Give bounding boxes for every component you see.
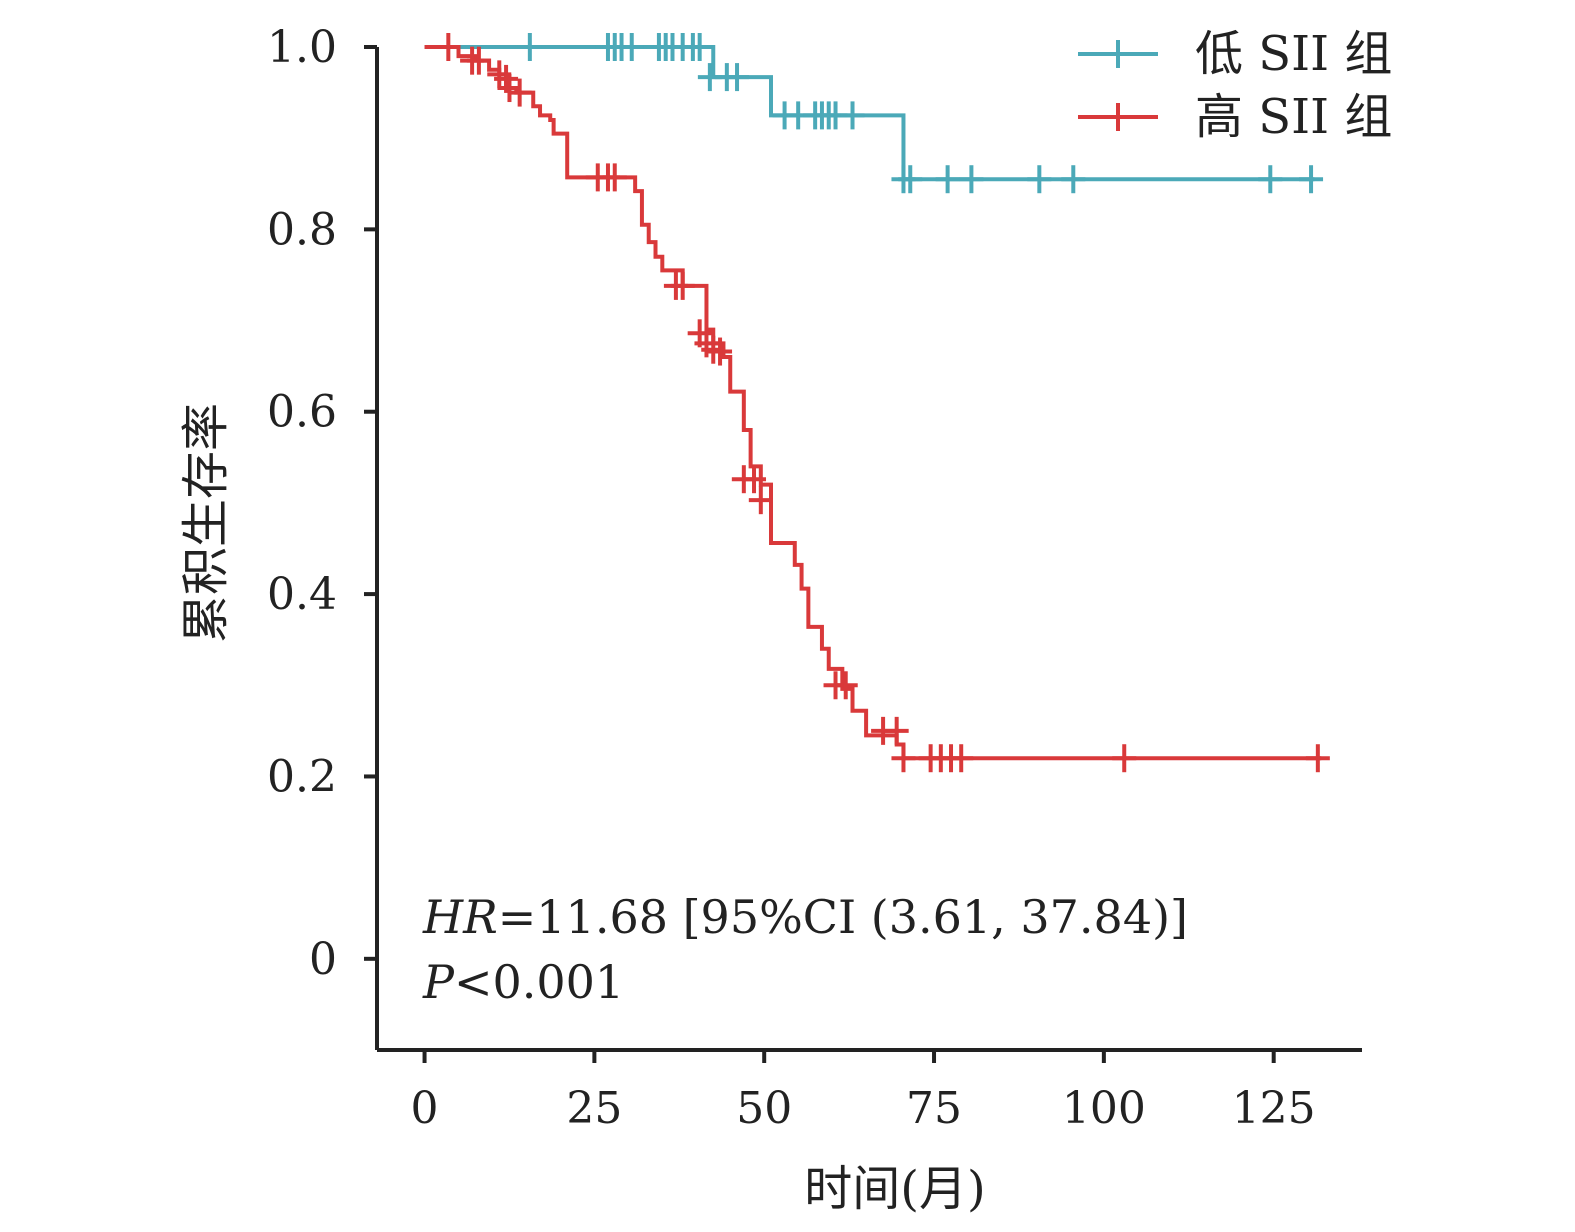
x-tick-label: 50 <box>736 1083 792 1134</box>
y-tick-label: 0 <box>309 934 337 985</box>
legend-item-low-sii: 低 SII 组 <box>1078 26 1392 82</box>
p-value: <0.001 <box>454 955 624 1009</box>
y-tick-label: 0.6 <box>267 387 337 438</box>
y-tick-label: 1.0 <box>267 22 337 73</box>
hr-annotation: HR=11.68 [95%CI (3.61, 37.84)] <box>422 890 1188 944</box>
legend-label-high-sii: 高 SII 组 <box>1195 89 1392 145</box>
legend-label-low-sii: 低 SII 组 <box>1195 26 1392 82</box>
x-tick-label: 75 <box>906 1083 962 1134</box>
x-tick-label: 25 <box>566 1083 622 1134</box>
series-layer <box>424 33 1330 773</box>
x-tick-label: 100 <box>1062 1083 1146 1134</box>
series-low-sii <box>424 33 1324 194</box>
survival-curve-high-sii <box>424 45 1322 761</box>
x-axis-title: 时间(月) <box>804 1161 985 1217</box>
series-high-sii <box>424 33 1330 773</box>
p-label: P <box>422 955 455 1009</box>
survival-curve-low-sii <box>424 45 1315 182</box>
x-tick-label: 0 <box>411 1083 439 1134</box>
y-tick-label: 0.4 <box>267 569 337 620</box>
y-axis-title: 累积生存率 <box>178 403 234 643</box>
hr-value: =11.68 [95%CI (3.61, 37.84)] <box>498 890 1188 944</box>
y-tick-label: 0.2 <box>267 751 337 802</box>
legend-item-high-sii: 高 SII 组 <box>1078 89 1392 145</box>
hr-label: HR <box>422 890 498 944</box>
y-tick-label: 0.8 <box>267 204 337 255</box>
p-annotation: P<0.001 <box>422 955 624 1009</box>
legend: 低 SII 组 高 SII 组 <box>1078 26 1392 145</box>
x-tick-label: 125 <box>1232 1083 1316 1134</box>
axes-layer: 0 0.2 0.4 0.6 0.8 1.0 0 25 50 75 100 125 <box>267 22 1362 1134</box>
